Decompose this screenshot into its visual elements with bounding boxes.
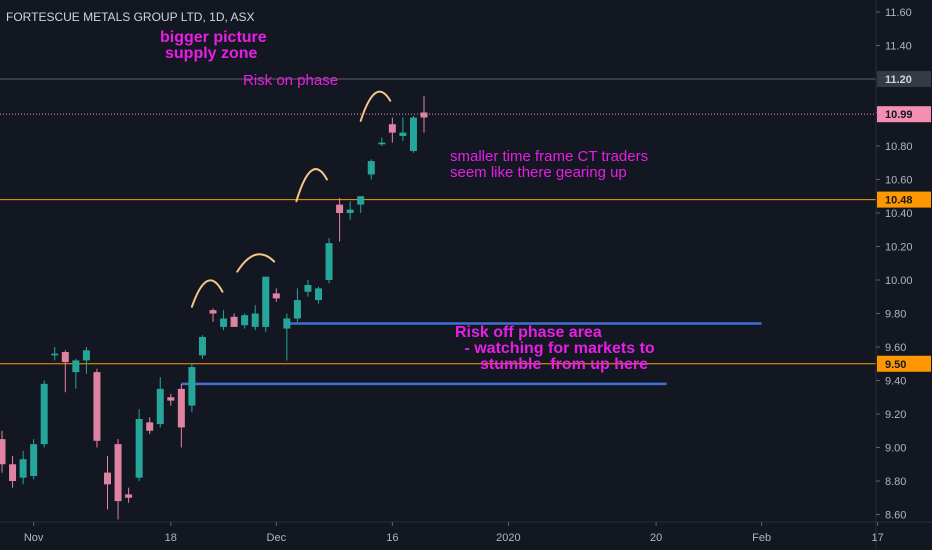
candle-body-up <box>188 367 196 406</box>
candle-body-down <box>177 388 185 428</box>
price-tag <box>877 191 931 208</box>
x-tick-label: 17 <box>872 532 884 544</box>
candle-body-up <box>399 132 407 136</box>
candle-body-down <box>93 372 101 441</box>
y-tick-label: 8.80 <box>885 476 906 488</box>
y-tick-label: 9.40 <box>885 376 906 388</box>
candle-body-down <box>167 397 175 401</box>
candle-body-up <box>346 209 354 213</box>
candle-body-up <box>19 459 27 478</box>
y-tick-label: 10.00 <box>885 275 913 287</box>
price-tag-label: 11.20 <box>885 74 912 86</box>
chart-annotation: Risk on phase <box>243 72 338 89</box>
y-tick-label: 10.20 <box>885 242 913 254</box>
candle-body-down <box>61 352 69 363</box>
x-tick-label: 20 <box>650 532 662 544</box>
arcs <box>190 90 392 308</box>
y-tick-label: 9.60 <box>885 342 906 354</box>
x-tick-label: 2020 <box>496 532 520 544</box>
y-tick-label: 9.00 <box>885 443 906 455</box>
price-tag <box>877 106 931 123</box>
x-tick-label: 16 <box>386 532 398 544</box>
time-axis: Nov 18 Dec 16 2020 20 Feb 17 <box>0 521 932 544</box>
y-tick-label: 9.20 <box>885 409 906 421</box>
swing-high-arc <box>359 90 392 122</box>
candle-body-up <box>304 285 312 292</box>
candle-body-down <box>9 464 17 481</box>
x-tick-label: Dec <box>267 532 287 544</box>
price-tag-label: 9.50 <box>885 359 906 371</box>
candle-body-up <box>251 313 259 327</box>
swing-high-arc <box>236 253 276 273</box>
chart-annotation: Risk off phase area <box>455 324 602 341</box>
candle-body-up <box>51 353 59 356</box>
candle-body-up <box>40 383 48 445</box>
chart-annotation: - watching for markets to <box>460 340 655 357</box>
price-tag-label: 10.48 <box>885 195 913 207</box>
candle-body-up <box>378 142 386 145</box>
price-tag <box>877 71 931 87</box>
candle-body-down <box>420 112 428 118</box>
candle-body-down <box>272 293 280 299</box>
candle-body-up <box>262 276 270 327</box>
y-tick-label: 10.60 <box>885 175 913 187</box>
price-tag <box>877 355 931 372</box>
x-tick-label: Nov <box>24 532 44 544</box>
candle-body-down <box>104 472 111 485</box>
y-tick-label: 10.80 <box>885 141 913 153</box>
chart-annotation: smaller time frame CT traders <box>450 148 648 165</box>
chart-title: FORTESCUE METALS GROUP LTD, 1D, ASX <box>6 10 255 24</box>
trend-lines <box>181 322 762 386</box>
candle-body-up <box>325 243 333 280</box>
candle-body-up <box>367 161 375 175</box>
chart-annotation: bigger picture <box>160 29 267 46</box>
candle-body-up <box>72 360 80 373</box>
candle-body-down <box>209 310 217 314</box>
candle-body-up <box>30 444 38 476</box>
swing-high-arc <box>190 279 224 308</box>
candle-body-down <box>230 316 238 327</box>
candle-body-down <box>336 204 344 213</box>
y-tick-label: 11.40 <box>885 41 912 53</box>
swing-high-arc <box>295 168 328 203</box>
candle-body-up <box>82 350 90 361</box>
price-tag-label: 10.99 <box>885 109 913 121</box>
candle-body-up <box>409 117 417 152</box>
candle-body-down <box>388 124 396 133</box>
x-tick-label: 18 <box>165 532 177 544</box>
price-tags: 11.20 10.99 10.48 9.50 <box>877 71 931 372</box>
candle-body-up <box>198 336 206 356</box>
candle-body-up <box>156 388 164 425</box>
candle-body-up <box>293 300 301 319</box>
candle-body-up <box>283 318 291 329</box>
chart-annotation: stumble from up here <box>480 356 648 373</box>
candle-body-up <box>357 196 365 205</box>
candle-body-up <box>220 318 228 327</box>
candle-body-up <box>241 315 249 326</box>
candle-body-up <box>135 419 143 478</box>
candle-body-down <box>114 444 122 502</box>
price-axis: 11.6011.4011.0010.8010.6010.4010.2010.00… <box>875 0 913 550</box>
candle-body-up <box>315 288 322 301</box>
y-tick-label: 9.80 <box>885 309 906 321</box>
chart-annotation: supply zone <box>165 45 258 62</box>
candles <box>0 95 428 520</box>
candle-body-down <box>0 439 6 465</box>
y-tick-label: 11.60 <box>885 7 912 19</box>
x-tick-label: Feb <box>752 532 771 544</box>
horizontal-lines <box>0 78 876 365</box>
y-tick-label: 8.60 <box>885 510 906 522</box>
y-tick-label: 10.40 <box>885 208 913 220</box>
candle-body-down <box>125 494 133 498</box>
candle-body-down <box>146 422 154 431</box>
chart-annotation: seem like there gearing up <box>450 164 627 181</box>
